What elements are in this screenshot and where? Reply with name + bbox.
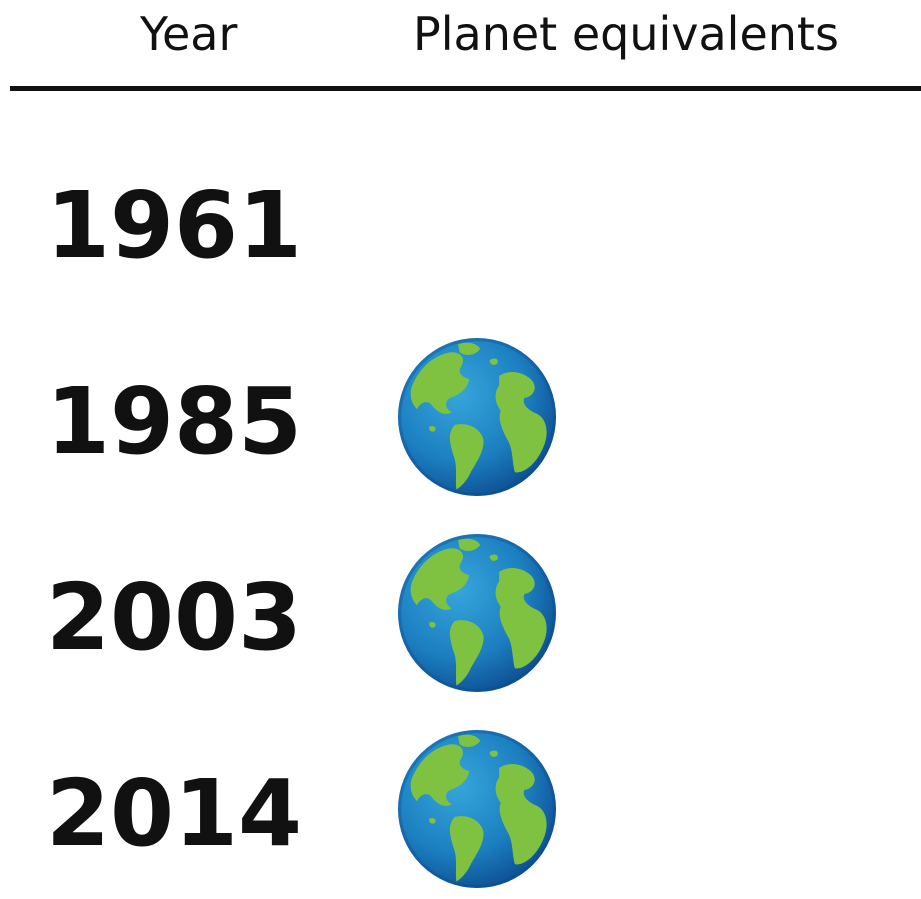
year-label-2014: 2014 xyxy=(46,760,302,867)
globe-icon-1961-1 xyxy=(446,142,525,300)
year-label-2003: 2003 xyxy=(46,564,302,671)
globe-icon-2014-1 xyxy=(398,730,556,888)
column-header-year: Year xyxy=(140,7,238,61)
year-label-1961: 1961 xyxy=(46,172,302,279)
column-header-planet-equivalents: Planet equivalents xyxy=(413,7,839,61)
year-label-1985: 1985 xyxy=(46,368,302,475)
globe-icon-1985-1 xyxy=(398,338,556,496)
globe-icon-2003-2 xyxy=(610,534,689,613)
globe-icon-2003-1 xyxy=(398,534,556,692)
header-rule xyxy=(10,86,921,91)
